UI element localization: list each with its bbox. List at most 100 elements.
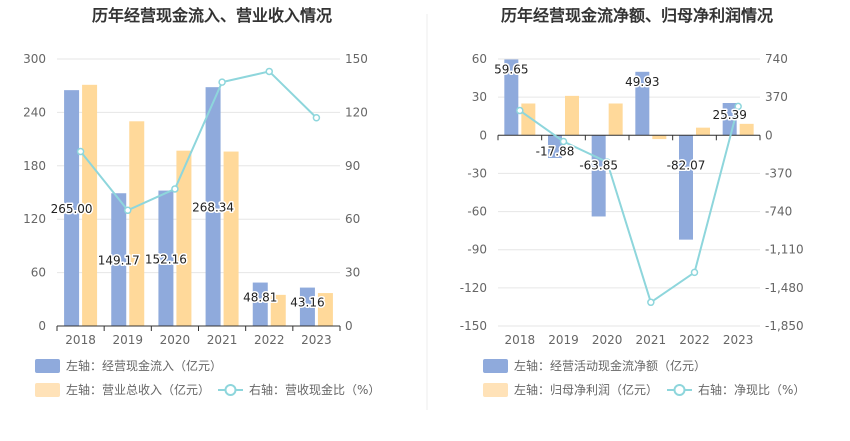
x-axis-tick-label: 2021 [636, 333, 667, 347]
bar-netflow [548, 135, 562, 159]
right-legend-item-netflow[interactable]: 左轴：经营活动现金流净额（亿元） [483, 358, 706, 373]
right-axis-tick-label: -1,480 [765, 281, 804, 295]
left-axis-tick-label: 60 [472, 52, 487, 66]
ratio-line-point [647, 298, 655, 307]
right-gridlines [498, 58, 760, 327]
data-label: 49.93 [625, 75, 659, 89]
right-y-axis-ticks: -150 -120 -90 -60 -30 0 30 60 [460, 52, 487, 333]
x-axis-tick-label: 2019 [548, 333, 579, 347]
left-axis-tick-label: 0 [479, 128, 487, 142]
x-axis-tick-label: 2023 [723, 333, 754, 347]
left-axis-tick-label: 300 [23, 52, 46, 66]
left-axis-tick-label: 240 [23, 105, 46, 119]
x-axis-tick-label: 2019 [112, 333, 143, 347]
right-axis-tick-label: 30 [345, 266, 360, 280]
left-x-axis: 2018 2019 2020 2021 2022 2023 [56, 325, 341, 347]
ratio-line-point [516, 106, 524, 115]
bar-inflow [64, 90, 80, 327]
left-legend-item-revenue[interactable]: 左轴：营业总收入（亿元） [35, 382, 210, 397]
right-axis-tick-label: 0 [765, 128, 773, 142]
left-y-axis-ticks: 0 60 120 180 240 300 [23, 52, 46, 333]
ratio-line-point [603, 158, 611, 166]
bar-revenue [129, 121, 145, 326]
bar-netflow [679, 135, 693, 240]
data-label: -82.07 [667, 158, 706, 172]
left-axis-tick-label: -90 [467, 243, 487, 257]
right-secondary-y-axis-ticks: -1,850 -1,480 -1,110 -740 -370 0 370 740 [765, 52, 804, 333]
right-axis-tick-label: 0 [345, 319, 353, 333]
right-axis-tick-label: 740 [765, 52, 788, 66]
legend-label-cashratio: 右轴：净现比（%） [698, 382, 805, 397]
left-legend-item-inflow[interactable]: 左轴：经营现金流入（亿元） [35, 358, 222, 373]
right-axis-tick-label: 120 [345, 105, 368, 119]
data-label: 59.65 [494, 62, 528, 76]
ratio-line-point [171, 185, 179, 193]
right-axis-tick-label: 90 [345, 159, 360, 173]
legend-label-netprofit: 左轴：归母净利润（亿元） [514, 382, 658, 397]
left-chart-panel: 历年经营现金流入、营业收入情况 0 60 120 180 240 300 0 30 60 90 1… [23, 6, 380, 397]
x-axis-tick-label: 2020 [592, 333, 623, 347]
left-legend: 左轴：经营现金流入（亿元） 左轴：营业总收入（亿元） 右轴：营收现金比（%） [35, 358, 380, 397]
x-axis-tick-label: 2022 [254, 333, 285, 347]
bar-netflow [504, 59, 519, 136]
right-axis-tick-label: -1,850 [765, 319, 804, 333]
bar-inflow [158, 190, 174, 326]
right-legend-item-cashratio[interactable]: 右轴：净现比（%） [667, 382, 805, 397]
data-label: 25.39 [712, 108, 746, 122]
legend-marker-ratio [224, 384, 237, 396]
x-axis-tick-label: 2018 [65, 333, 96, 347]
right-legend: 左轴：经营活动现金流净额（亿元） 左轴：归母净利润（亿元） 右轴：净现比（%） [483, 358, 805, 397]
bar-netprofit [608, 103, 623, 136]
x-axis-tick-label: 2020 [160, 333, 191, 347]
left-data-labels: 265.00 149.17 152.16 268.34 48.81 43.16 [49, 199, 326, 311]
bar-inflow [205, 87, 221, 326]
right-chart-panel: 历年经营现金流净额、归母净利润情况 -150 -120 -90 -60 -30 0 30 60… [460, 6, 805, 397]
right-chart-title: 历年经营现金流净额、归母净利润情况 [501, 6, 773, 25]
data-label: -17.88 [536, 144, 575, 158]
legend-label-netflow: 左轴：经营活动现金流净额（亿元） [514, 358, 706, 373]
bar-revenue [223, 151, 239, 326]
legend-swatch-inflow [35, 359, 60, 373]
left-axis-tick-label: -150 [460, 319, 487, 333]
legend-swatch-revenue [35, 383, 60, 397]
legend-label-ratio: 右轴：营收现金比（%） [249, 382, 380, 397]
left-axis-tick-label: -30 [467, 166, 487, 180]
data-label: 268.34 [192, 201, 234, 215]
right-axis-tick-label: 150 [345, 52, 368, 66]
left-axis-tick-label: 60 [31, 266, 46, 280]
ratio-line-point [76, 147, 85, 156]
legend-swatch-netflow [483, 359, 508, 373]
bar-revenue [270, 294, 286, 326]
left-legend-item-ratio[interactable]: 右轴：营收现金比（%） [218, 382, 380, 397]
left-chart-title: 历年经营现金流入、营业收入情况 [92, 6, 332, 25]
right-axis-tick-label: -740 [765, 205, 792, 219]
bar-netprofit [696, 127, 710, 136]
right-data-labels: 59.65 -17.88 -63.85 49.93 -82.07 25.39 [493, 61, 749, 174]
x-axis-tick-label: 2021 [207, 333, 238, 347]
right-axis-tick-label: 60 [345, 212, 360, 226]
bar-netprofit [739, 123, 754, 136]
x-axis-tick-label: 2023 [301, 333, 332, 347]
left-axis-tick-label: 180 [23, 159, 46, 173]
right-axis-tick-label: -370 [765, 166, 792, 180]
right-x-axis: 2018 2019 2020 2021 2022 2023 [497, 134, 761, 347]
left-bars [64, 84, 333, 327]
data-label: 149.17 [98, 254, 140, 268]
bar-netprofit [652, 135, 667, 140]
data-label: 48.81 [243, 291, 277, 305]
ratio-line-point [124, 206, 132, 215]
bar-netprofit [565, 95, 579, 136]
left-ratio-line [76, 67, 321, 215]
bar-netprofit [521, 103, 536, 136]
bar-inflow [111, 193, 127, 326]
x-axis-tick-label: 2018 [505, 333, 536, 347]
right-axis-tick-label: -1,110 [765, 243, 804, 257]
legend-marker-cashratio [673, 384, 686, 396]
right-legend-item-netprofit[interactable]: 左轴：归母净利润（亿元） [483, 382, 658, 397]
bar-inflow [299, 287, 315, 326]
left-secondary-y-axis-ticks: 0 30 60 90 120 150 [345, 52, 368, 333]
right-ratio-line [516, 102, 742, 307]
data-label: 265.00 [51, 202, 93, 216]
left-axis-tick-label: 0 [38, 319, 46, 333]
